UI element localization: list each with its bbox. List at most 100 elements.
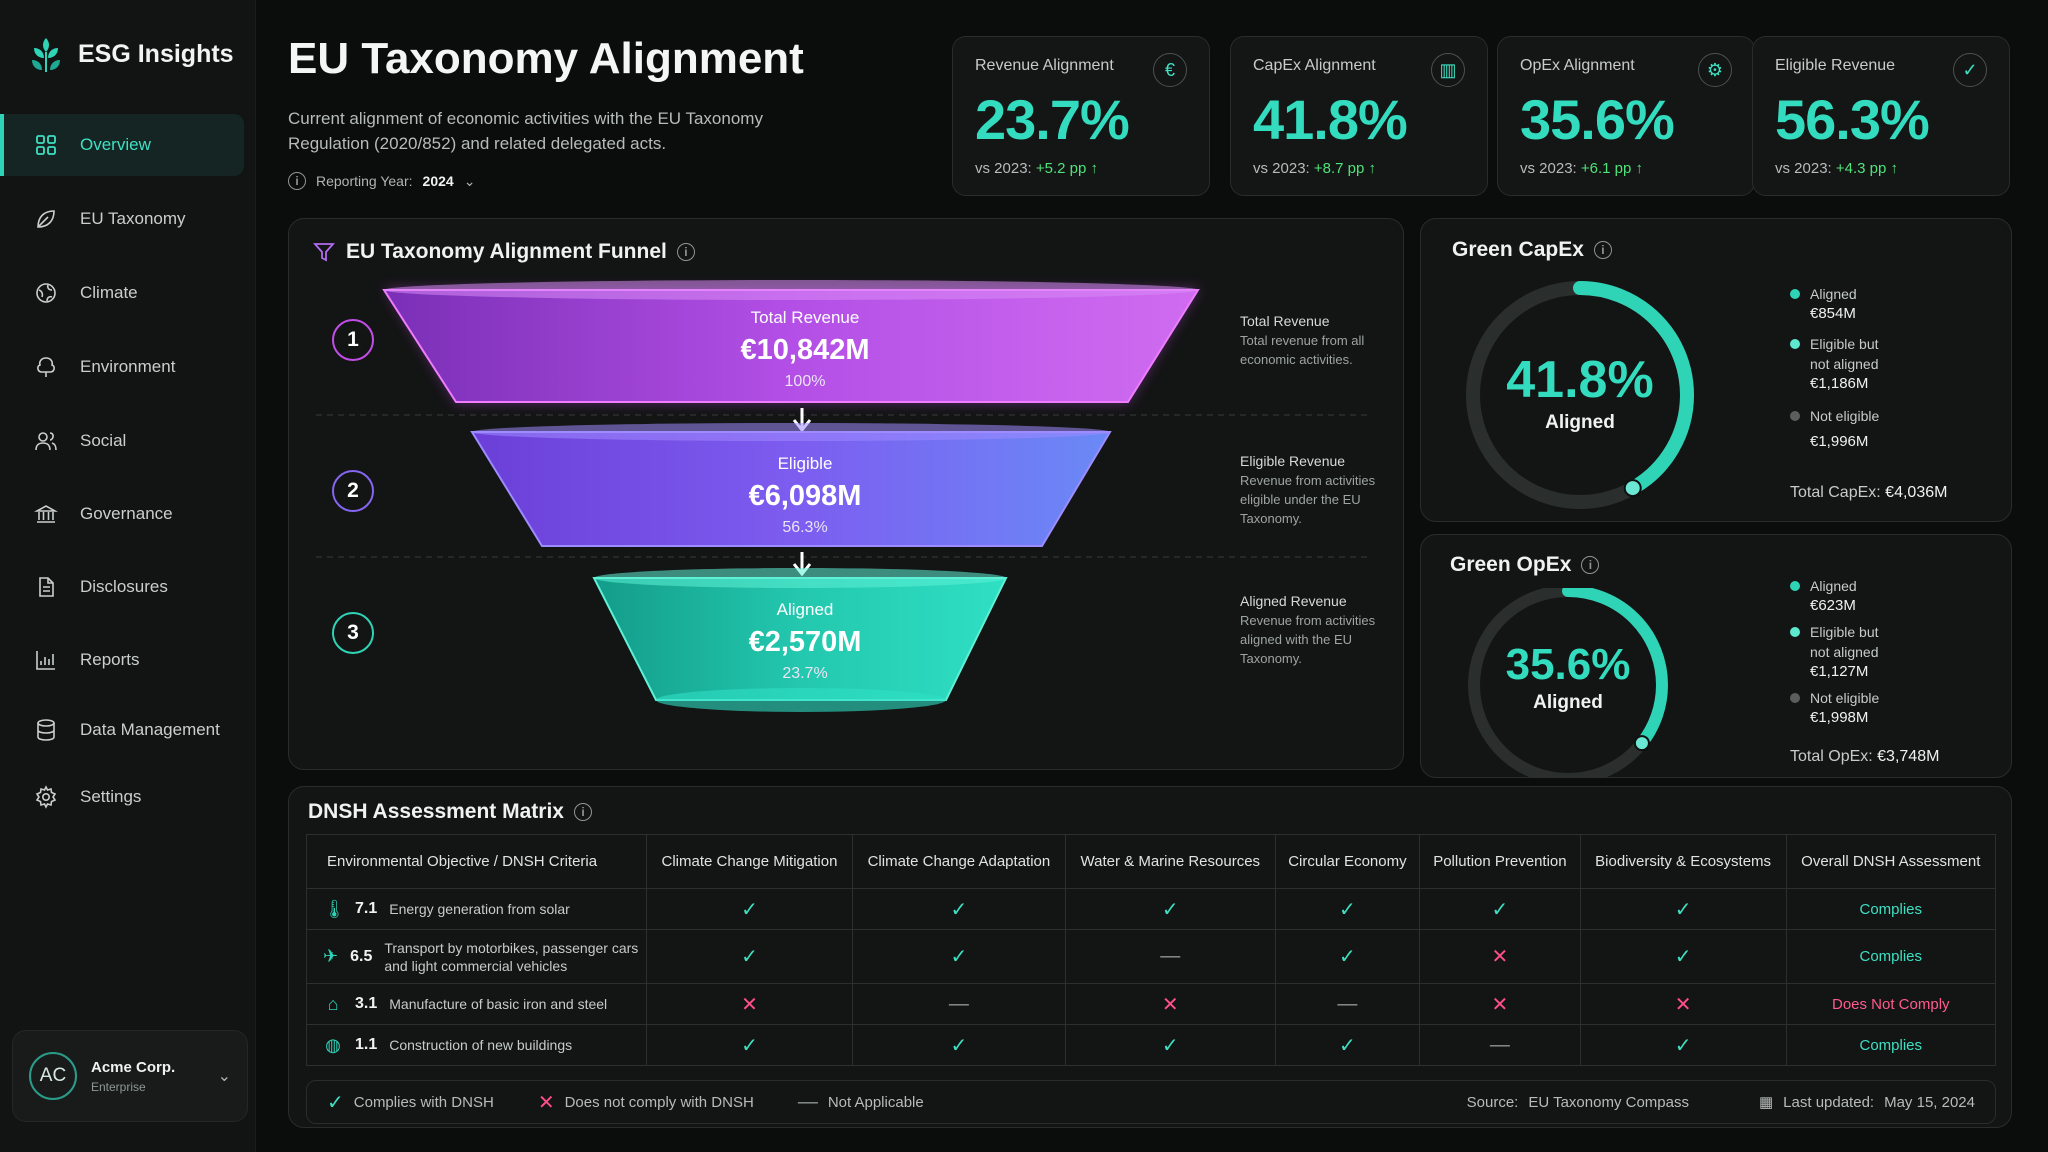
table-row[interactable]: ✈ 6.5 Transport by motorbikes, passenger c…	[306, 929, 1997, 984]
overall-assessment: Complies	[1785, 1024, 1997, 1066]
kpi-delta: vs 2023: +6.1 pp ↑	[1520, 160, 1644, 177]
dnsh-cell: ✓	[1579, 1024, 1787, 1066]
dash-icon: —	[797, 1090, 818, 1113]
sidebar-item-disclosures[interactable]: Disclosures	[0, 556, 244, 618]
info-icon[interactable]: i	[1581, 556, 1600, 574]
dnsh-cell: ✓	[1579, 929, 1787, 984]
kpi-card-eligible-revenue[interactable]: Eligible Revenue ✓ 56.3% vs 2023: +4.3 p…	[1752, 36, 2010, 196]
sidebar-item-label: Settings	[80, 787, 142, 806]
filter-icon	[313, 243, 335, 262]
check-icon: ✓	[1674, 946, 1692, 968]
check-icon: ✓	[950, 946, 968, 968]
dnsh-cell: ✓	[1064, 1024, 1276, 1066]
table-row[interactable]: 🌡 7.1 Energy generation from solar ✓ ✓ ✓ ✓ ✓ ✓ Co…	[306, 888, 1997, 930]
dnsh-cell: ✓	[851, 888, 1066, 930]
page-description: Current alignment of economic activities…	[288, 109, 763, 153]
sidebar-item-label: Reports	[80, 650, 140, 669]
activity-code: 7.1	[355, 900, 378, 917]
funnel-stage-1-text: Total Revenue €10,842M 100%	[740, 308, 870, 390]
legend-not-comply: ✕ Does not comply with DNSH	[537, 1091, 754, 1114]
chevron-down-icon[interactable]: ⌄	[463, 172, 476, 189]
sidebar-item-eu-taxonomy[interactable]: EU Taxonomy	[0, 188, 244, 250]
kpi-label: Revenue Alignment	[975, 57, 1114, 74]
sidebar-item-governance[interactable]: Governance	[0, 483, 244, 545]
column-header: Circular Economy	[1274, 834, 1421, 889]
overall-assessment: Does Not Comply	[1785, 983, 1997, 1025]
opex-donut	[1468, 588, 1668, 778]
dnsh-cell: ✓	[646, 888, 853, 930]
check-icon: ✓	[950, 898, 968, 921]
info-icon[interactable]: i	[676, 243, 695, 261]
activity-code: 6.5	[350, 947, 373, 965]
table-row[interactable]: ◍ 1.1 Construction of new buildings ✓ ✓ ✓ ✓ — ✓ C…	[306, 1024, 1997, 1066]
cross-icon: ✕	[1161, 993, 1179, 1016]
sidebar-item-environment[interactable]: Environment	[0, 336, 244, 398]
overall-status: Does Not Comply	[1831, 995, 1950, 1013]
dnsh-cell: ✕	[1419, 929, 1581, 984]
sidebar-item-climate[interactable]: Climate	[0, 262, 244, 324]
opex-legend: Aligned €623M Eligible but not aligned €1,…	[1790, 576, 1990, 728]
dnsh-cell: ✓	[1274, 929, 1421, 984]
dash-icon: —	[1337, 992, 1358, 1015]
bar-chart-icon: ▥	[1431, 53, 1465, 87]
grid-icon	[36, 135, 56, 155]
dnsh-cell: ✓	[1579, 888, 1787, 930]
kpi-delta: vs 2023: +8.7 pp ↑	[1253, 160, 1377, 177]
arrow-up-icon: ↑	[1368, 160, 1377, 177]
overall-assessment: Complies	[1785, 929, 1997, 984]
dnsh-cell: ✕	[1419, 983, 1581, 1025]
droplet-icon: ◍	[325, 1034, 341, 1055]
overall-status: Complies	[1859, 900, 1923, 918]
chevron-down-icon[interactable]: ⌄	[217, 1068, 231, 1085]
sidebar-item-social[interactable]: Social	[0, 410, 244, 472]
kpi-card-opex-alignment[interactable]: OpEx Alignment ⚙ 35.6% vs 2023: +6.1 pp …	[1497, 36, 1755, 196]
sidebar-item-settings[interactable]: Settings	[0, 766, 244, 828]
funnel-step-1: 1	[332, 319, 374, 361]
check-icon: ✓	[1161, 1034, 1179, 1057]
sidebar-item-reports[interactable]: Reports	[0, 629, 244, 691]
overall-status: Complies	[1859, 1036, 1923, 1054]
sidebar-item-label: EU Taxonomy	[80, 209, 186, 228]
opex-label: Aligned	[1533, 692, 1603, 713]
cross-icon: ✕	[1491, 946, 1509, 968]
avatar: AC	[29, 1052, 77, 1100]
factory-icon: ⌂	[327, 993, 339, 1014]
overall-status: Complies	[1859, 948, 1923, 965]
funnel-step-2: 2	[332, 470, 374, 512]
activity-cell: ⌂ 3.1 Manufacture of basic iron and steel	[306, 983, 647, 1025]
kpi-card-revenue-alignment[interactable]: Revenue Alignment € 23.7% vs 2023: +5.2 …	[952, 36, 1210, 196]
arrow-up-icon: ↑	[1635, 160, 1644, 177]
dnsh-cell: ✓	[1419, 888, 1581, 930]
account-switcher[interactable]: AC Acme Corp. Enterprise ⌄	[12, 1030, 248, 1122]
dnsh-cell: ✓	[1064, 888, 1276, 930]
sidebar-item-label: Data Management	[80, 720, 220, 739]
activity-name: Construction of new buildings	[389, 1037, 573, 1053]
dnsh-cell: —	[1274, 983, 1421, 1025]
dnsh-cell: ✓	[646, 1024, 853, 1066]
page-title: EU Taxonomy Alignment	[288, 34, 804, 83]
cross-icon: ✕	[1491, 993, 1509, 1016]
info-icon[interactable]: i	[573, 803, 592, 821]
capex-legend: Aligned €854M Eligible but not aligned €1,…	[1790, 284, 1990, 452]
table-row[interactable]: ⌂ 3.1 Manufacture of basic iron and steel ✕…	[306, 983, 1997, 1025]
brand[interactable]: ESG Insights	[28, 34, 234, 74]
source-label: Source:	[1466, 1093, 1519, 1111]
database-icon	[37, 719, 55, 741]
funnel-step-3: 3	[332, 612, 374, 654]
kpi-card-capex-alignment[interactable]: CapEx Alignment ▥ 41.8% vs 2023: +8.7 pp…	[1230, 36, 1488, 196]
globe-icon	[36, 283, 56, 303]
capex-label: Aligned	[1545, 412, 1615, 433]
sidebar: ESG Insights Overview EU Taxonomy Climat…	[0, 0, 256, 1152]
sidebar-item-overview[interactable]: Overview	[0, 114, 244, 176]
arrow-up-icon: ↑	[1090, 160, 1099, 177]
info-icon[interactable]: i	[1593, 241, 1612, 259]
reporting-year-selector[interactable]: i Reporting Year: 2024 ⌄	[288, 172, 475, 190]
dash-icon: —	[948, 992, 969, 1015]
check-icon: ✓	[1339, 898, 1356, 921]
check-icon: ✓	[741, 898, 758, 921]
activity-cell: ◍ 1.1 Construction of new buildings	[306, 1024, 647, 1066]
sidebar-item-data-management[interactable]: Data Management	[0, 699, 244, 761]
funnel-stage-3-description: Aligned Revenue Revenue from activities a…	[1240, 593, 1376, 666]
capex-donut	[1466, 281, 1694, 509]
